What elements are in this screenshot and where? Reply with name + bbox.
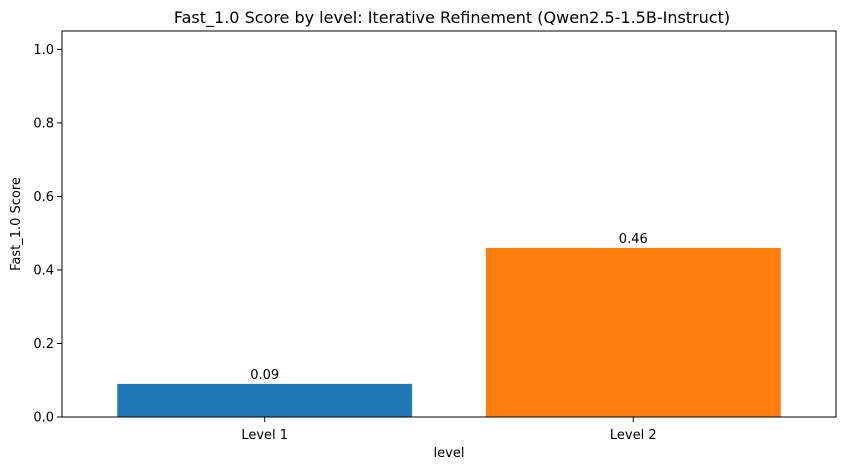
y-axis-title: Fast_1.0 Score (9, 177, 24, 271)
y-tick-label: 1.0 (33, 43, 54, 58)
y-tick-label: 0.8 (33, 116, 54, 131)
x-tick-label: Level 2 (610, 428, 657, 443)
y-tick-label: 0.6 (33, 190, 54, 205)
chart-title: Fast_1.0 Score by level: Iterative Refin… (174, 8, 730, 28)
bar-level-2 (485, 247, 781, 417)
y-tick-label: 0.2 (33, 337, 54, 352)
plot-area: 0.0 0.2 0.4 0.6 0.8 1.0 Level 1 0.09 Level 2 0.46 (33, 43, 781, 443)
plot-frame (61, 30, 837, 418)
data-label: 0.46 (619, 232, 648, 247)
y-tick-label: 0.4 (33, 263, 54, 278)
x-tick-label: Level 1 (241, 428, 288, 443)
data-label: 0.09 (250, 368, 279, 383)
y-tick-label: 0.0 (33, 411, 54, 426)
x-axis-title: level (434, 446, 465, 461)
bar-level-1 (117, 383, 413, 417)
